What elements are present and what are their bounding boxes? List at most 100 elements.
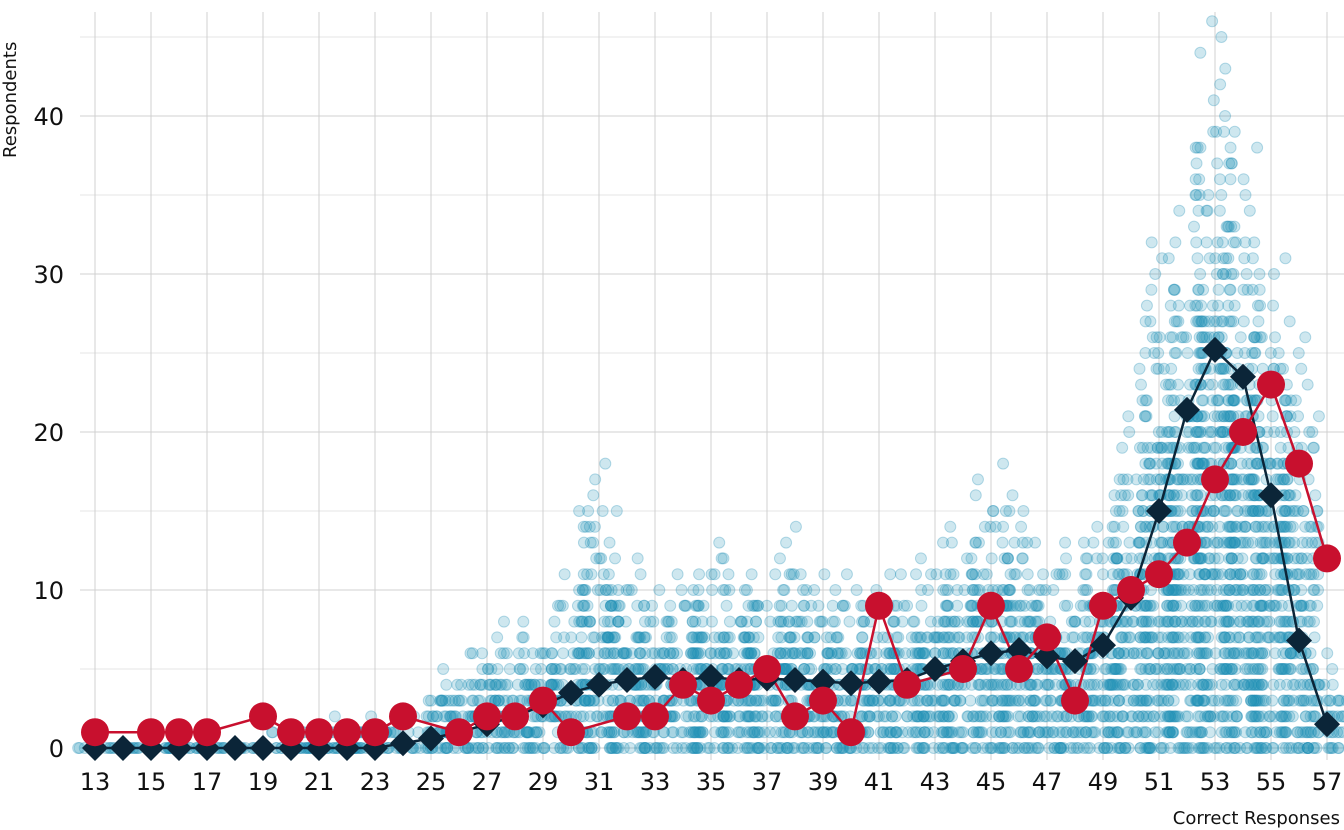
scatter-point [884, 663, 897, 675]
scatter-point [581, 568, 594, 581]
scatter-point [558, 631, 571, 644]
scatter-point [998, 552, 1011, 565]
scatter-point [582, 505, 595, 517]
scatter-point [1105, 726, 1118, 739]
scatter-point [822, 647, 835, 660]
scatter-point [833, 742, 846, 754]
scatter-point [939, 615, 952, 628]
scatter-point [1152, 426, 1165, 438]
scatter-point [520, 726, 533, 739]
scatter-point [742, 647, 755, 660]
scatter-point [511, 678, 524, 691]
scatter-point [832, 647, 845, 660]
scatter-point [811, 726, 824, 739]
scatter-point [612, 615, 625, 628]
scatter-point [577, 536, 590, 549]
scatter-point [1061, 599, 1074, 612]
scatter-point [518, 647, 531, 660]
scatter-point [1267, 678, 1280, 691]
scatter-point [601, 647, 614, 660]
scatter-point [802, 726, 815, 739]
scatter-point [1202, 189, 1215, 201]
scatter-point [780, 536, 793, 549]
scatter-point [721, 631, 734, 644]
scatter-point [1153, 331, 1166, 344]
scatter-point [732, 710, 745, 723]
scatter-point [801, 726, 814, 739]
scatter-point [804, 647, 817, 660]
scatter-point [782, 615, 795, 628]
scatter-point [921, 631, 934, 644]
scatter-point [939, 678, 952, 691]
scatter-point [599, 584, 612, 596]
scatter-point [794, 568, 807, 581]
scatter-point [603, 631, 616, 644]
scatter-point [638, 742, 651, 754]
scatter-point [1189, 599, 1202, 612]
scatter-point [935, 694, 948, 707]
scatter-point [490, 678, 503, 691]
scatter-point [774, 647, 787, 660]
scatter-point [569, 663, 582, 675]
scatter-point [499, 678, 512, 691]
scatter-point [943, 678, 956, 691]
scatter-point [494, 647, 507, 660]
x-tick-label: 35 [696, 768, 727, 796]
scatter-point [801, 631, 814, 644]
scatter-point [899, 647, 912, 660]
scatter-point [605, 599, 618, 612]
scatter-point [945, 742, 958, 754]
scatter-point [522, 726, 535, 739]
scatter-point [584, 615, 597, 628]
scatter-point [620, 647, 633, 660]
scatter-point [1016, 552, 1029, 565]
scatter-point [713, 631, 726, 644]
scatter-point [605, 584, 618, 596]
scatter-point [930, 568, 943, 581]
scatter-point [1106, 520, 1119, 533]
scatter-point [548, 710, 561, 723]
scatter-point [1139, 315, 1152, 328]
scatter-point [563, 663, 576, 675]
scatter-point [909, 647, 922, 660]
scatter-point [1198, 331, 1211, 344]
scatter-point [801, 647, 814, 660]
scatter-point [1183, 568, 1196, 581]
scatter-point [596, 505, 609, 517]
scatter-point [836, 599, 849, 612]
scatter-point [506, 742, 519, 754]
scatter-point [1142, 647, 1155, 660]
scatter-point [1193, 663, 1206, 675]
scatter-point [1141, 441, 1154, 454]
scatter-point [631, 599, 644, 612]
x-tick-label: 29 [528, 768, 559, 796]
scatter-point [720, 710, 733, 723]
scatter-point [1311, 599, 1324, 612]
scatter-point [830, 742, 843, 754]
scatter-point [1169, 236, 1182, 249]
scatter-point [894, 568, 907, 581]
x-axis-label: Correct Responses [1173, 808, 1340, 829]
scatter-point [775, 631, 788, 644]
scatter-point [733, 726, 746, 739]
scatter-point [576, 663, 589, 675]
scatter-point [840, 568, 853, 581]
scatter-point [769, 568, 782, 581]
scatter-point [661, 663, 674, 675]
scatter-point [886, 710, 899, 723]
scatter-point [675, 726, 688, 739]
scatter-point [883, 694, 896, 707]
diamond-point [222, 735, 248, 761]
scatter-point [1336, 710, 1344, 723]
scatter-point [1149, 726, 1162, 739]
scatter-point [808, 584, 821, 596]
scatter-point [647, 615, 660, 628]
x-tick-label: 13 [80, 768, 111, 796]
scatter-point [1213, 204, 1226, 217]
scatter-point [1260, 536, 1273, 549]
scatter-point [1246, 536, 1259, 549]
scatter-point [637, 694, 650, 707]
scatter-point [1003, 584, 1016, 596]
scatter-point [750, 615, 763, 628]
scatter-point [753, 742, 766, 754]
